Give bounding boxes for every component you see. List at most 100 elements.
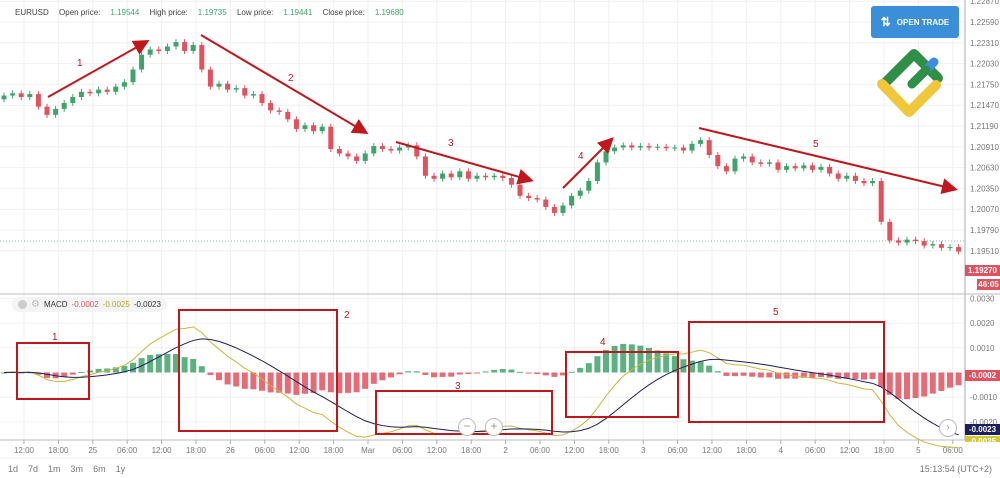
price-tick-label: 1.19790 [970, 226, 999, 235]
macd-line-value: -0.0025 [102, 300, 130, 309]
macd-histogram-bar [886, 372, 893, 395]
macd-histogram-bar [267, 372, 274, 393]
candle-body [517, 184, 523, 196]
macd-histogram-bar [680, 359, 687, 373]
candle-body [319, 126, 325, 132]
time-tick-label: Mar [361, 446, 375, 455]
macd-histogram-bar [491, 369, 498, 373]
macd-histogram-bar [568, 371, 575, 373]
range-1d[interactable]: 1d [8, 464, 19, 474]
macd-annotation-box [688, 321, 885, 423]
range-1m[interactable]: 1m [48, 464, 61, 474]
candle-body [930, 244, 936, 246]
macd-histogram-bar [929, 372, 936, 394]
open-value: 1.19544 [110, 8, 140, 17]
candle-body [904, 239, 910, 243]
trend-arrow-label: 3 [448, 138, 454, 149]
macd-histogram-bar [190, 358, 197, 373]
candle-body [225, 83, 231, 90]
candle-body [792, 166, 798, 169]
price-tick-label: 1.20070 [970, 205, 999, 214]
candle-body [268, 102, 274, 111]
zoom-in-button[interactable]: + [485, 418, 503, 436]
macd-histogram-bar [749, 372, 756, 377]
macd-histogram-bar [852, 372, 859, 380]
candle-body [388, 149, 394, 151]
trend-arrow-label: 5 [813, 139, 819, 150]
candle-body [285, 111, 291, 120]
macd-histogram-bar [697, 361, 704, 373]
range-7d[interactable]: 7d [28, 464, 39, 474]
range-3m[interactable]: 3m [70, 464, 84, 474]
hide-indicator-icon[interactable] [18, 300, 27, 309]
arrows-up-down-icon: ⇅ [880, 15, 891, 29]
macd-histogram-bar [181, 357, 188, 373]
macd-histogram-bar [18, 372, 25, 374]
macd-histogram-bar [250, 372, 257, 390]
trend-arrow [395, 141, 534, 185]
zoom-out-button[interactable]: − [458, 418, 476, 436]
scroll-to-latest-button[interactable]: › [939, 419, 957, 437]
open-trade-button[interactable]: ⇅ OPEN TRADE [871, 6, 959, 38]
macd-histogram-bar [1, 372, 7, 374]
candle-body [586, 180, 592, 191]
symbol: EURUSD [15, 8, 49, 17]
candle-body [809, 165, 815, 170]
candle-body [156, 49, 162, 51]
macd-histogram-bar [241, 372, 248, 389]
candle-body [1, 95, 7, 100]
price-tick-label: 1.22310 [970, 39, 999, 48]
macd-histogram-bar [947, 372, 953, 388]
candle-body [956, 247, 962, 252]
candle-body [18, 93, 24, 98]
macd-histogram-bar [164, 353, 171, 373]
logo-icon [877, 49, 943, 117]
macd-histogram-bar [904, 372, 910, 400]
candle-body [216, 83, 222, 87]
macd-histogram-bar [95, 368, 102, 373]
macd-annotation-label: 3 [455, 381, 461, 392]
macd-histogram-bar [224, 372, 231, 385]
time-tick-label: 18:00 [186, 446, 207, 455]
candle-body [87, 91, 93, 94]
macd-histogram-bar [895, 372, 902, 399]
macd-tick-label: -0.0020 [970, 418, 998, 427]
price-tick-label: 1.22870 [970, 0, 999, 6]
macd-histogram-bar [147, 354, 154, 373]
time-tick-label: 12:00 [564, 446, 585, 455]
candle-body [508, 178, 514, 185]
candle-body [827, 166, 833, 174]
macd-histogram-bar [293, 372, 300, 395]
macd-histogram-bar [534, 372, 541, 375]
range-6m[interactable]: 6m [93, 464, 106, 474]
macd-histogram-bar [130, 362, 136, 373]
gear-icon[interactable]: ⚙ [31, 299, 40, 310]
macd-annotation-box [16, 342, 90, 400]
time-tick-label: 06:00 [255, 446, 276, 455]
high-label: High price: [149, 8, 188, 17]
macd-histogram-bar [370, 372, 377, 384]
candle-body [448, 173, 454, 178]
candle-body [835, 173, 841, 179]
candle-timer-badge: 46:05 [977, 279, 1000, 290]
range-1y[interactable]: 1y [115, 464, 126, 474]
candle-body [44, 106, 50, 115]
candle-body [96, 89, 102, 94]
macd-histogram-bar [654, 350, 661, 373]
macd-histogram-bar [938, 372, 945, 391]
candle-body [474, 175, 480, 179]
signal-badge: -0.0023 [965, 424, 1000, 435]
macd-tick-label: -0.0010 [970, 393, 998, 402]
trend-arrow-label: 4 [578, 151, 584, 162]
candle-body [913, 239, 919, 242]
candle-body [698, 140, 704, 144]
macd-histogram-bar [663, 353, 670, 373]
candle-body [276, 110, 282, 112]
candle-body [947, 247, 953, 249]
candle-body [612, 147, 618, 152]
macd-histogram-bar [69, 372, 76, 375]
macd-histogram-bar [310, 372, 317, 394]
candle-body [139, 54, 145, 70]
candle-body [113, 86, 119, 92]
